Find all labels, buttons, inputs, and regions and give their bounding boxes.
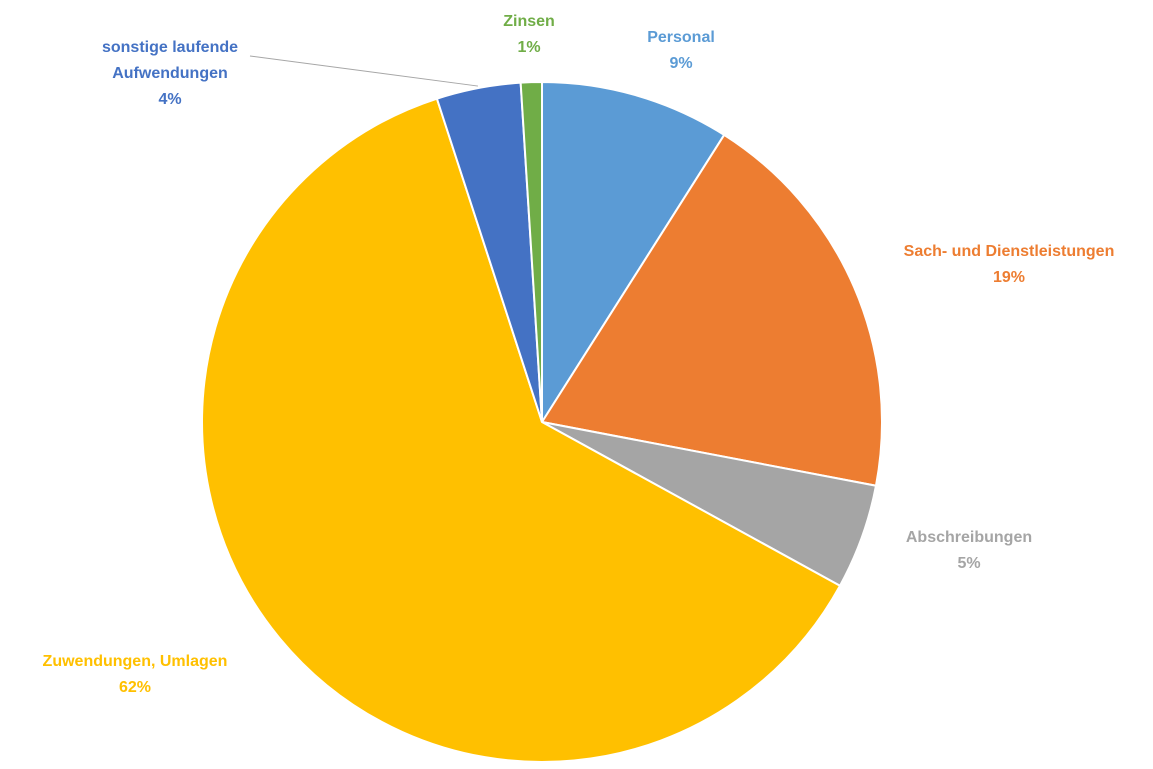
pie-slice-sach-und-dienstleistungen — [540, 133, 883, 487]
data-label-name: sonstige laufende — [102, 39, 238, 56]
pie-slice-personal — [541, 80, 726, 426]
pie-slice-zuwendungen-umlagen — [201, 97, 842, 763]
data-label-sonstige-laufende-aufwendungen: sonstige laufende Aufwendungen 4% — [102, 39, 238, 108]
leader-line-sonstige-laufende-aufwendungen — [249, 55, 478, 87]
data-label-name: Personal — [647, 29, 715, 46]
leader-lines — [249, 55, 478, 87]
pie-slices — [201, 80, 883, 763]
data-label-zinsen: Zinsen 1% — [503, 13, 555, 56]
data-label-value: 1% — [517, 39, 540, 56]
data-label-personal: Personal 9% — [647, 29, 715, 72]
data-label-value: 4% — [158, 91, 181, 108]
data-label-abschreibungen: Abschreibungen 5% — [906, 529, 1032, 572]
data-label-sach-und-dienstleistungen: Sach- und Dienstleistungen 19% — [904, 243, 1115, 286]
data-labels: Personal 9% Sach- und Dienstleistungen 19% A… — [43, 13, 1115, 696]
data-label-name: Abschreibungen — [906, 529, 1032, 546]
data-label-name: Zuwendungen, Umlagen — [43, 653, 228, 670]
data-label-zuwendungen-umlagen: Zuwendungen, Umlagen 62% — [43, 653, 228, 696]
data-label-name: Sach- und Dienstleistungen — [904, 243, 1115, 260]
pie-slice-zinsen — [519, 80, 543, 423]
data-label-name: Zinsen — [503, 13, 555, 30]
data-label-value: 5% — [957, 555, 980, 572]
data-label-value: 19% — [993, 269, 1025, 286]
data-label-value: 9% — [669, 55, 692, 72]
data-label-name: Aufwendungen — [112, 65, 228, 82]
data-label-value: 62% — [119, 679, 151, 696]
